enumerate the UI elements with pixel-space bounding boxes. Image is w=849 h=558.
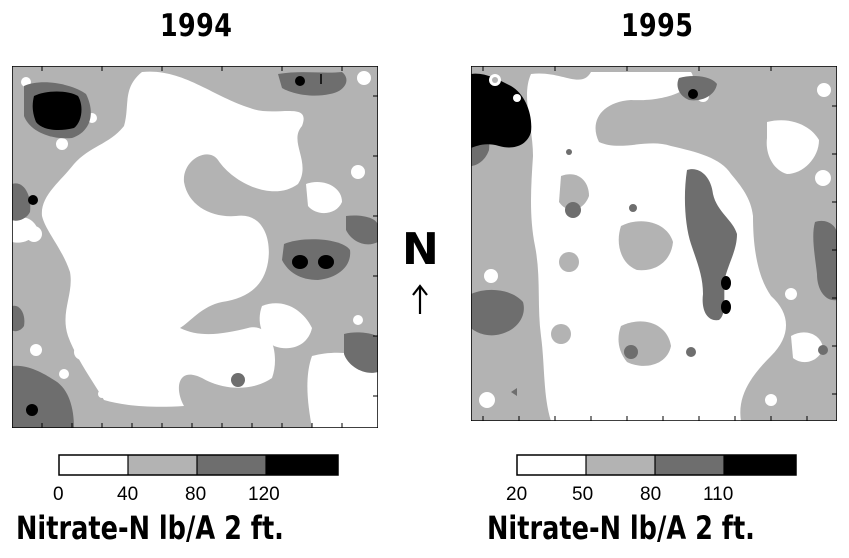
legend-bar-1995 [516, 454, 797, 476]
map-1994-low-zone [307, 352, 378, 428]
legend-1994-tick: 80 [185, 484, 207, 505]
map-1994-mid-zone [12, 183, 31, 221]
map-1994-low-zone [41, 71, 304, 407]
map-1994-mid-zone [346, 215, 378, 245]
legend-swatch [266, 455, 338, 475]
map-1995-mid-zone [677, 76, 717, 101]
map-1994-low-zone [259, 303, 312, 349]
legend-swatch [724, 455, 796, 475]
legend-swatch [128, 455, 197, 475]
map-title-1995: 1995 [620, 8, 694, 44]
legend-swatch [517, 455, 586, 475]
legend-1994-tick: 120 [248, 484, 280, 505]
legend-swatch [586, 455, 655, 475]
map-1995-mid-grey [559, 174, 589, 210]
map-1995-axis-ticks [482, 66, 837, 421]
map-1995-low-zone [766, 120, 819, 174]
map-1994-low-zone [306, 182, 342, 214]
contour-map-1995 [471, 66, 837, 421]
map-title-1994: 1994 [159, 8, 233, 44]
legend-swatch [197, 455, 266, 475]
map-1994-high-zone [32, 91, 82, 130]
north-arrow-icon [412, 284, 428, 314]
legend-caption-1995: Nitrate-N lb/A 2 ft. [487, 509, 755, 547]
legend-swatch [655, 455, 724, 475]
north-label: N [402, 224, 439, 275]
map-1994-mid-zone [282, 239, 351, 280]
map-1995-high-zone [471, 73, 532, 148]
map-1994-axis-ticks [41, 66, 378, 428]
legend-1994-tick: 0 [53, 484, 64, 505]
map-1995-mid-zone [471, 289, 524, 336]
legend-bar-1994 [58, 454, 339, 476]
legend-1994-tick: 40 [117, 484, 139, 505]
legend-1995-tick: 20 [506, 484, 528, 505]
legend-1995-tick: 50 [572, 484, 594, 505]
legend-1995-tick: 80 [640, 484, 662, 505]
legend-caption-1994: Nitrate-N lb/A 2 ft. [16, 509, 284, 547]
map-1995-low-zone [791, 332, 823, 363]
legend-1995-tick: 110 [703, 484, 734, 505]
map-1994-mid-zone [12, 305, 25, 332]
map-1995-mid-grey [618, 221, 673, 271]
contour-map-1994 [12, 66, 378, 428]
map-1994-mid-zone [344, 332, 378, 373]
map-1995-mid-zone [813, 220, 837, 301]
map-1994-mid-zone [278, 72, 347, 96]
legend-swatch [59, 455, 128, 475]
